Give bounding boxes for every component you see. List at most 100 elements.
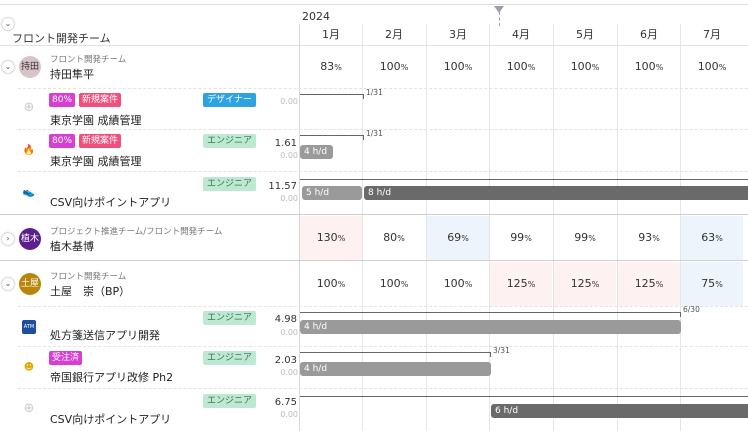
row-divider	[18, 306, 748, 307]
utilization-cell: 125%	[506, 277, 536, 290]
under-cell-bg	[681, 262, 743, 306]
person-team: フロント開発チーム	[50, 55, 127, 65]
project-name[interactable]: 処方箋送信アプリ開発	[50, 329, 160, 342]
divider	[0, 214, 748, 215]
period-bracket	[300, 135, 364, 140]
utilization-cell: 99%	[574, 231, 596, 244]
divider	[0, 45, 748, 46]
month-jul: 7月	[703, 28, 721, 41]
workload-bar[interactable]: 8 h/d	[364, 186, 748, 200]
under-cell-bg	[427, 216, 489, 260]
avatar: 土屋	[19, 273, 41, 295]
role-badge: エンジニア	[203, 177, 257, 191]
utilization-cell: 125%	[570, 277, 600, 290]
workload-bar[interactable]: 5 h/d	[302, 186, 362, 200]
collapse-toggle[interactable]: ⌄	[2, 278, 14, 290]
plus-circle-icon[interactable]: ⊕	[23, 401, 35, 416]
utilization-cell: 100%	[506, 60, 536, 73]
utilization-cell: 100%	[316, 277, 346, 290]
role-badge: エンジニア	[203, 134, 257, 148]
hours-value: 2.03	[274, 355, 297, 366]
shoe-icon: 👟	[22, 187, 36, 198]
month-may: 5月	[576, 28, 594, 41]
status-tag: 受注済	[49, 351, 83, 365]
end-date-label: 6/30	[683, 305, 700, 314]
row-divider	[18, 171, 748, 172]
hours-value: 11.57	[268, 181, 297, 192]
grid-line	[617, 24, 618, 431]
grid-line	[426, 24, 427, 431]
flame-icon: 🔥	[22, 145, 36, 156]
utilization-cell: 83%	[320, 60, 342, 73]
workload-bar[interactable]: 4 h/d	[300, 145, 333, 159]
hours-value: 6.75	[274, 397, 297, 408]
hours-sub-value: 0.00	[280, 194, 298, 203]
probability-tag: 80%	[49, 93, 76, 107]
grid-line	[489, 24, 490, 431]
status-tag: 新規案件	[79, 93, 122, 107]
person-team: プロジェクト推進チーム/フロント開発チーム	[50, 227, 223, 237]
end-date-label: 1/31	[366, 88, 383, 97]
divider	[0, 4, 748, 5]
row-divider	[18, 388, 748, 389]
expand-toggle[interactable]: ›	[2, 233, 14, 245]
atm-icon: ATM	[22, 320, 36, 334]
hours-sub-value: 0.00	[280, 410, 298, 419]
team-column-header: フロント開発チーム	[12, 32, 111, 45]
grid-line	[299, 24, 300, 431]
utilization-cell: 69%	[447, 231, 469, 244]
project-name[interactable]: CSV向けポイントアプリ	[50, 413, 172, 426]
role-badge: エンジニア	[203, 394, 257, 408]
collapse-toggle[interactable]: ⌄	[2, 61, 14, 73]
hours-sub-value: 0.00	[280, 151, 298, 160]
grid-line	[553, 24, 554, 431]
hours-sub-value: 0.00	[280, 368, 298, 377]
grid-line	[362, 24, 363, 431]
utilization-cell: 75%	[701, 277, 723, 290]
hours-sub-value: 0.00	[280, 328, 298, 337]
workload-bar[interactable]: 4 h/d	[300, 362, 491, 376]
project-name[interactable]: 東京学園 成績管理	[50, 155, 142, 168]
row-divider	[18, 129, 748, 130]
utilization-cell: 100%	[443, 60, 473, 73]
hours-value: 1.61	[274, 138, 297, 149]
utilization-cell: 80%	[383, 231, 405, 244]
utilization-cell: 100%	[634, 60, 664, 73]
collapse-all-toggle[interactable]: ⌄	[2, 18, 14, 30]
period-bracket	[300, 396, 748, 401]
over-cell-bg	[554, 262, 616, 306]
smiley-icon: ☻	[23, 362, 35, 373]
utilization-cell: 100%	[379, 60, 409, 73]
period-bracket	[300, 94, 364, 99]
hours-value: 4.98	[274, 314, 297, 325]
role-badge: エンジニア	[203, 311, 257, 325]
project-name[interactable]: 東京学園 成績管理	[50, 114, 142, 127]
person-name[interactable]: 持田隼平	[50, 68, 94, 81]
plus-circle-icon[interactable]: ⊕	[23, 100, 35, 115]
status-tag: 新規案件	[79, 134, 122, 148]
workload-bar[interactable]: 6 h/d	[491, 404, 748, 418]
over-cell-bg	[490, 262, 552, 306]
project-name[interactable]: CSV向けポイントアプリ	[50, 196, 172, 209]
over-cell-bg	[618, 262, 680, 306]
utilization-cell: 93%	[638, 231, 660, 244]
utilization-cell: 125%	[634, 277, 664, 290]
end-date-label: 3/31	[493, 346, 510, 355]
utilization-cell: 100%	[379, 277, 409, 290]
grid-line	[680, 24, 681, 431]
project-name[interactable]: 帝国銀行アプリ改修 Ph2	[50, 371, 174, 384]
person-name[interactable]: 土屋 崇（BP）	[50, 285, 131, 298]
period-bracket	[300, 179, 748, 184]
person-team: フロント開発チーム	[50, 272, 127, 282]
utilization-cell: 63%	[701, 231, 723, 244]
year-label: 2024	[302, 10, 330, 23]
today-marker-icon	[494, 6, 504, 13]
utilization-cell: 100%	[697, 60, 727, 73]
over-cell-bg	[300, 216, 362, 260]
hours-sub-value: 0.00	[280, 97, 298, 106]
person-name[interactable]: 植木基博	[50, 240, 94, 253]
utilization-cell: 100%	[570, 60, 600, 73]
period-bracket	[300, 312, 681, 317]
probability-tag: 80%	[49, 134, 76, 148]
workload-bar[interactable]: 4 h/d	[300, 320, 681, 334]
